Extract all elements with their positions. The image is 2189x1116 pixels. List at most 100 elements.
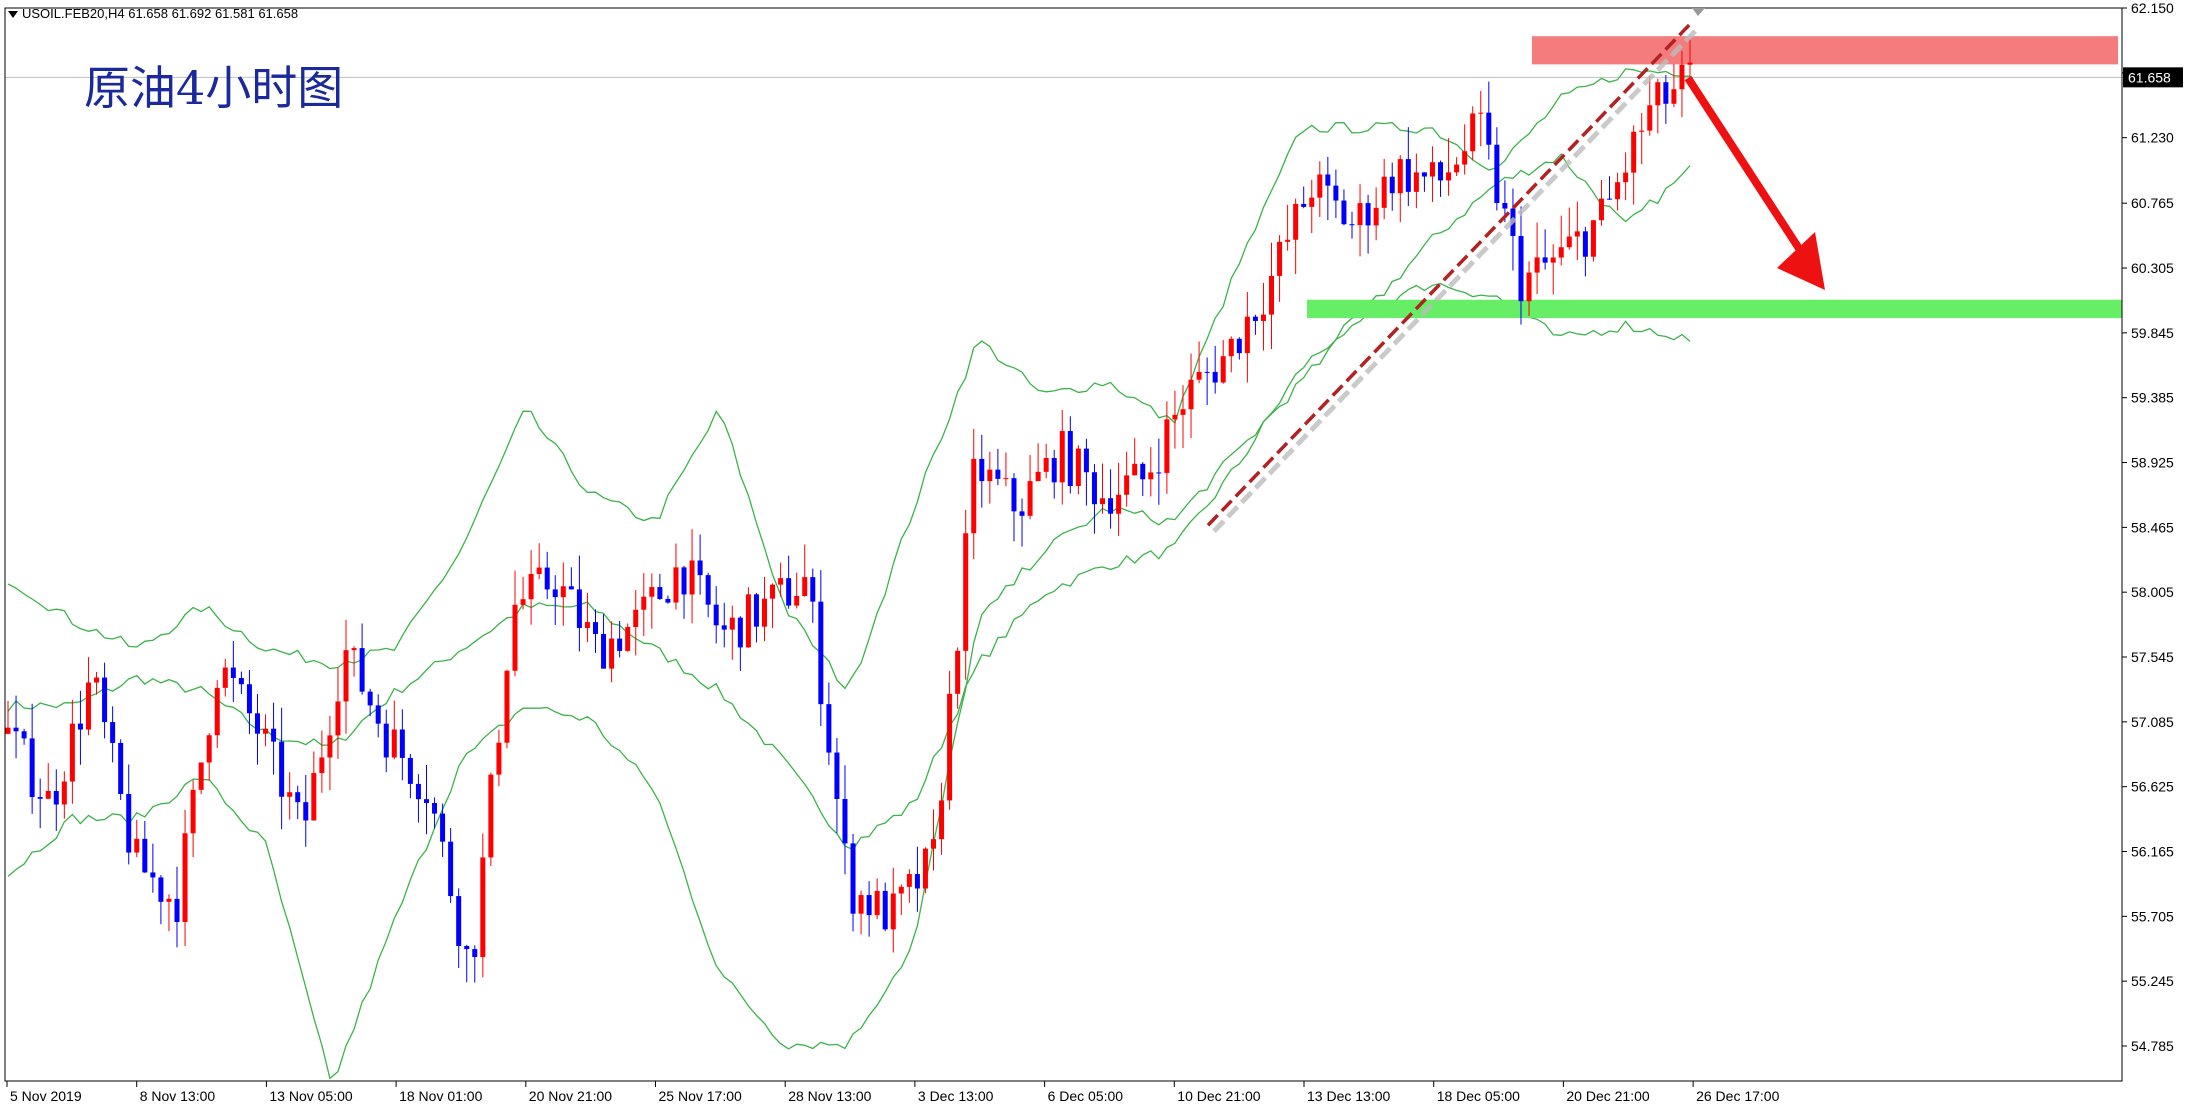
candle-bull	[222, 667, 228, 688]
current-price-box	[2123, 67, 2183, 88]
trendline	[1206, 20, 1694, 527]
candle-bull	[649, 587, 655, 597]
candle-bear	[979, 458, 985, 482]
candle-bear	[174, 898, 180, 923]
bollinger-bands	[7, 68, 1691, 1080]
candle-bear	[1108, 498, 1114, 514]
x-tick-label: 3 Dec 13:00	[918, 1088, 994, 1104]
candle-bear	[576, 589, 582, 628]
x-tick-label: 25 Nov 17:00	[659, 1088, 742, 1104]
candle-bull	[858, 895, 864, 914]
candle-bull	[287, 792, 293, 797]
candle-bull	[1035, 471, 1041, 482]
candle-bull	[1269, 275, 1275, 315]
candle-bear	[810, 577, 816, 602]
candle-bull	[391, 729, 397, 758]
candle-bear	[1083, 448, 1089, 473]
candle-bear	[37, 797, 43, 799]
candle-bear	[295, 792, 301, 803]
candle-bull	[770, 584, 776, 599]
y-tick-label: 60.765	[2131, 195, 2174, 211]
candle-bear	[1405, 159, 1411, 192]
candle-bull	[1075, 448, 1081, 487]
candle-bull	[1124, 475, 1130, 495]
y-tick-label: 56.165	[2131, 844, 2174, 860]
candle-bull	[1277, 241, 1283, 276]
candle-bull	[1164, 419, 1170, 473]
candle-bear	[448, 841, 454, 897]
candle-bear	[230, 667, 236, 678]
bollinger-lower-line	[7, 282, 1691, 1080]
candle-bull	[1590, 220, 1596, 257]
candle-bear	[1067, 431, 1073, 487]
candle-bear	[303, 802, 309, 821]
candle-bear	[1421, 172, 1427, 177]
candle-bull	[794, 595, 800, 606]
candle-bear	[367, 691, 373, 706]
candle-bear	[238, 677, 244, 685]
candle-bull	[1188, 379, 1194, 410]
candle-bear	[665, 598, 671, 603]
candle-bull	[689, 560, 695, 595]
candle-bear	[21, 731, 27, 739]
candle-bull	[609, 638, 615, 669]
candle-bull	[1116, 494, 1122, 514]
candle-bear	[1349, 224, 1355, 226]
candle-bull	[971, 458, 977, 534]
bollinger-upper-line	[7, 68, 1691, 690]
candle-bull	[182, 833, 188, 923]
candle-bull	[536, 567, 542, 574]
plot-frame	[4, 7, 2123, 1082]
y-tick-label: 55.245	[2131, 973, 2174, 989]
candle-bull	[335, 701, 341, 736]
candle-bull	[922, 848, 928, 889]
candle-bull	[61, 781, 67, 805]
y-tick-label: 58.925	[2131, 455, 2174, 471]
candle-bear	[29, 738, 35, 798]
candle-bear	[110, 722, 116, 743]
candle-bear	[753, 594, 759, 627]
candle-bull	[198, 762, 204, 790]
x-tick-label: 18 Dec 05:00	[1437, 1088, 1520, 1104]
candle-bull	[1381, 176, 1387, 208]
scroll-marker	[1692, 8, 1705, 16]
dropdown-triangle-icon[interactable]	[8, 11, 18, 19]
candle-bear	[1438, 162, 1444, 181]
candle-bull	[898, 886, 904, 894]
candle-bull	[939, 800, 945, 840]
forecast-arrow-shaft	[1684, 75, 1804, 253]
candle-bear	[705, 575, 711, 605]
candle-bull	[327, 735, 333, 758]
candle-bull	[633, 609, 639, 628]
y-tick-label: 57.085	[2131, 714, 2174, 730]
candle-bear	[126, 794, 132, 853]
trendline-shadow	[1212, 26, 1700, 533]
candle-bull	[947, 693, 953, 801]
candle-bull	[94, 677, 100, 683]
candle-bull	[560, 586, 566, 598]
x-tick-label: 28 Nov 13:00	[788, 1088, 871, 1104]
candle-bull	[528, 573, 534, 600]
candle-bear	[359, 648, 365, 692]
candle-bear	[1502, 202, 1508, 209]
candle-bear	[142, 838, 148, 873]
candle-bear	[1140, 463, 1146, 480]
candle-bull	[1043, 458, 1049, 472]
candle-bull	[1397, 159, 1403, 194]
candle-bear	[1389, 176, 1395, 194]
candle-bear	[118, 742, 124, 795]
candle-bull	[906, 874, 912, 887]
x-tick-label: 18 Nov 01:00	[399, 1088, 482, 1104]
candle-bull	[1003, 478, 1009, 480]
candle-bear	[432, 802, 438, 814]
candle-bear	[544, 567, 550, 590]
candle-bull	[1687, 62, 1693, 65]
candle-bear	[399, 729, 405, 758]
candle-bear	[246, 684, 252, 714]
candle-bear	[786, 578, 792, 606]
candle-bull	[987, 469, 993, 482]
candle-bear	[407, 757, 413, 784]
candle-bull	[1526, 272, 1532, 302]
y-tick-label: 54.785	[2131, 1038, 2174, 1054]
